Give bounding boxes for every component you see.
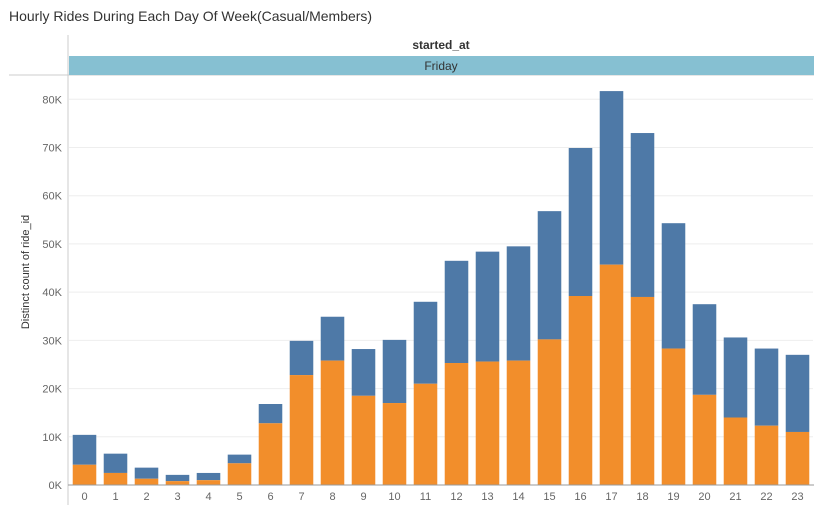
x-tick-label: 21 [729, 491, 741, 503]
bar-casual [351, 395, 376, 485]
bar-casual [630, 296, 655, 485]
chart-title: Hourly Rides During Each Day Of Week(Cas… [9, 8, 373, 24]
x-tick-label: 16 [574, 491, 586, 503]
bar-members [692, 304, 717, 395]
y-axis-title: Distinct count of ride_id [20, 215, 32, 329]
y-tick-label: 60K [42, 191, 62, 203]
bar-members [320, 316, 345, 361]
column-header-band [69, 35, 814, 55]
bar-casual [692, 394, 717, 485]
y-tick-label: 0K [49, 480, 63, 492]
bar-casual [382, 403, 407, 485]
bar-casual [72, 464, 97, 485]
facet-band [69, 56, 814, 75]
x-tick-label: 7 [298, 491, 304, 503]
x-tick-label: 6 [267, 491, 273, 503]
bar-casual [537, 339, 562, 485]
x-tick-label: 3 [174, 491, 180, 503]
bar-casual [289, 375, 314, 485]
bar-casual [475, 361, 500, 485]
bar-casual [785, 431, 810, 485]
y-tick-label: 70K [42, 143, 62, 155]
x-tick-label: 14 [512, 491, 524, 503]
x-tick-label: 20 [698, 491, 710, 503]
x-tick-label: 11 [420, 491, 431, 503]
bar-casual [568, 296, 593, 485]
bar-members [599, 91, 624, 265]
x-tick-label: 4 [205, 491, 211, 503]
y-tick-label: 10K [42, 432, 62, 444]
bar-members [72, 434, 97, 465]
bar-casual [165, 481, 190, 485]
x-tick-label: 12 [450, 491, 462, 503]
y-tick-label: 80K [42, 94, 62, 106]
y-tick-label: 30K [42, 335, 62, 347]
bar-casual [506, 360, 531, 485]
bar-members [134, 467, 159, 479]
grid-layer [69, 98, 813, 438]
bar-casual [723, 417, 748, 485]
bar-casual [258, 423, 283, 485]
bar-members [475, 251, 500, 362]
bar-casual [134, 478, 159, 485]
bar-members [382, 339, 407, 404]
bar-members [568, 147, 593, 296]
bar-members [506, 246, 531, 361]
bar-casual [413, 383, 438, 485]
x-tick-label: 23 [791, 491, 803, 503]
bar-members [444, 260, 469, 364]
bar-members [537, 211, 562, 340]
bar-members [258, 404, 283, 424]
bar-casual [754, 425, 779, 485]
y-axis-ticks: 0K 10K 20K 30K 40K 50K 60K 70K 80K [42, 94, 62, 492]
x-tick-label: 8 [329, 491, 335, 503]
x-tick-label: 19 [667, 491, 679, 503]
x-tick-label: 18 [636, 491, 648, 503]
bar-members [351, 349, 376, 396]
x-tick-label: 15 [543, 491, 555, 503]
bar-members [661, 223, 686, 349]
x-tick-label: 10 [388, 491, 400, 503]
x-tick-label: 5 [236, 491, 242, 503]
y-tick-label: 20K [42, 384, 62, 396]
bar-casual [444, 363, 469, 485]
y-tick-label: 50K [42, 239, 62, 251]
bar-members [754, 348, 779, 426]
x-tick-label: 9 [360, 491, 366, 503]
bar-casual [661, 348, 686, 485]
bar-casual [196, 480, 221, 485]
x-tick-label: 1 [112, 491, 118, 503]
bar-members [289, 340, 314, 376]
bar-members [785, 354, 810, 432]
x-tick-label: 17 [605, 491, 617, 503]
bar-members [227, 454, 252, 464]
bar-members [103, 453, 128, 473]
column-header: started_at [412, 38, 469, 52]
bar-members [413, 301, 438, 384]
bar-casual [599, 264, 624, 485]
bar-members [165, 474, 190, 482]
bars [72, 91, 810, 485]
bar-casual [320, 360, 345, 485]
x-axis-ticks: 0 1 2 3 4 5 6 7 8 9 10 11 12 13 14 15 16 17 18 19 20 21 22 23 [81, 491, 803, 503]
x-tick-label: 0 [81, 491, 87, 503]
bar-casual [103, 472, 128, 485]
bar-members [630, 133, 655, 297]
facet-label: Friday [424, 59, 457, 73]
y-tick-label: 40K [42, 287, 62, 299]
x-tick-label: 13 [481, 491, 493, 503]
x-tick-label: 22 [760, 491, 772, 503]
bar-members [723, 337, 748, 418]
bar-casual [227, 463, 252, 485]
bar-members [196, 472, 221, 481]
x-tick-label: 2 [143, 491, 149, 503]
